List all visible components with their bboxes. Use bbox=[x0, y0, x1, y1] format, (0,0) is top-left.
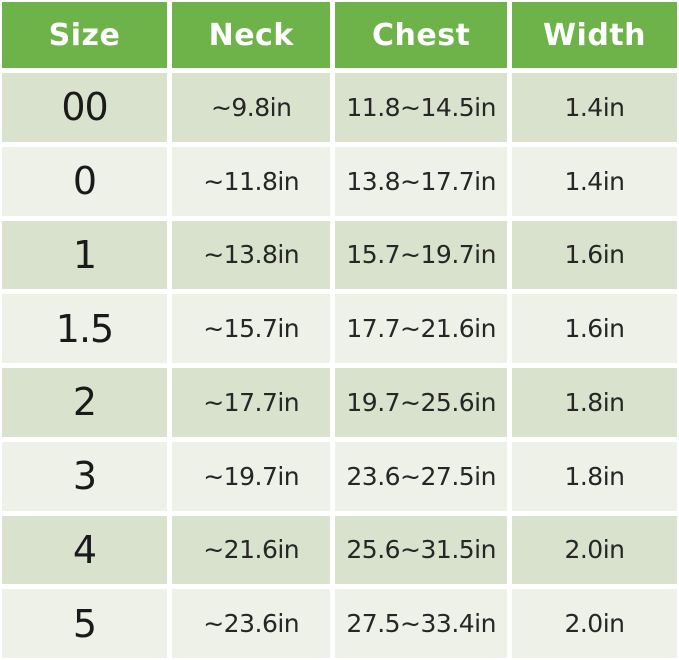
cell-size: 1.5 bbox=[2, 294, 167, 363]
cell-chest: 19.7∼25.6in bbox=[335, 368, 507, 437]
cell-neck: ∼21.6in bbox=[172, 515, 331, 585]
cell-neck: ∼9.8in bbox=[172, 73, 331, 142]
cell-size: 5 bbox=[2, 589, 167, 658]
cell-chest: 17.7∼21.6in bbox=[335, 294, 507, 363]
cell-neck: ∼19.7in bbox=[172, 441, 331, 511]
table-row: 2 ∼17.7in 19.7∼25.6in 1.8in bbox=[2, 368, 677, 437]
cell-neck: ∼23.6in bbox=[172, 589, 331, 658]
table-row: 00 ∼9.8in 11.8∼14.5in 1.4in bbox=[2, 73, 677, 142]
cell-width: 2.0in bbox=[511, 515, 677, 585]
cell-width: 1.6in bbox=[511, 220, 677, 290]
cell-width: 2.0in bbox=[511, 589, 677, 658]
col-header-neck: Neck bbox=[172, 2, 331, 68]
cell-size: 00 bbox=[2, 73, 167, 142]
cell-neck: ∼11.8in bbox=[172, 146, 331, 216]
table-row: 5 ∼23.6in 27.5∼33.4in 2.0in bbox=[2, 589, 677, 658]
cell-chest: 15.7∼19.7in bbox=[335, 220, 507, 290]
cell-width: 1.4in bbox=[511, 146, 677, 216]
cell-neck: ∼17.7in bbox=[172, 368, 331, 437]
table-row: 3 ∼19.7in 23.6∼27.5in 1.8in bbox=[2, 441, 677, 511]
cell-width: 1.8in bbox=[511, 368, 677, 437]
table-row: 4 ∼21.6in 25.6∼31.5in 2.0in bbox=[2, 515, 677, 585]
cell-neck: ∼13.8in bbox=[172, 220, 331, 290]
cell-chest: 27.5∼33.4in bbox=[335, 589, 507, 658]
cell-size: 4 bbox=[2, 515, 167, 585]
col-header-width: Width bbox=[511, 2, 677, 68]
cell-width: 1.8in bbox=[511, 441, 677, 511]
cell-chest: 25.6∼31.5in bbox=[335, 515, 507, 585]
cell-size: 3 bbox=[2, 441, 167, 511]
col-header-chest: Chest bbox=[335, 2, 507, 68]
cell-size: 0 bbox=[2, 146, 167, 216]
table-row: 0 ∼11.8in 13.8∼17.7in 1.4in bbox=[2, 146, 677, 216]
cell-neck: ∼15.7in bbox=[172, 294, 331, 363]
cell-size: 2 bbox=[2, 368, 167, 437]
cell-width: 1.6in bbox=[511, 294, 677, 363]
cell-chest: 11.8∼14.5in bbox=[335, 73, 507, 142]
cell-chest: 23.6∼27.5in bbox=[335, 441, 507, 511]
cell-size: 1 bbox=[2, 220, 167, 290]
cell-chest: 13.8∼17.7in bbox=[335, 146, 507, 216]
table-row: 1 ∼13.8in 15.7∼19.7in 1.6in bbox=[2, 220, 677, 290]
header-row: Size Neck Chest Width bbox=[2, 2, 677, 68]
table-row: 1.5 ∼15.7in 17.7∼21.6in 1.6in bbox=[2, 294, 677, 363]
col-header-size: Size bbox=[2, 2, 167, 68]
cell-width: 1.4in bbox=[511, 73, 677, 142]
